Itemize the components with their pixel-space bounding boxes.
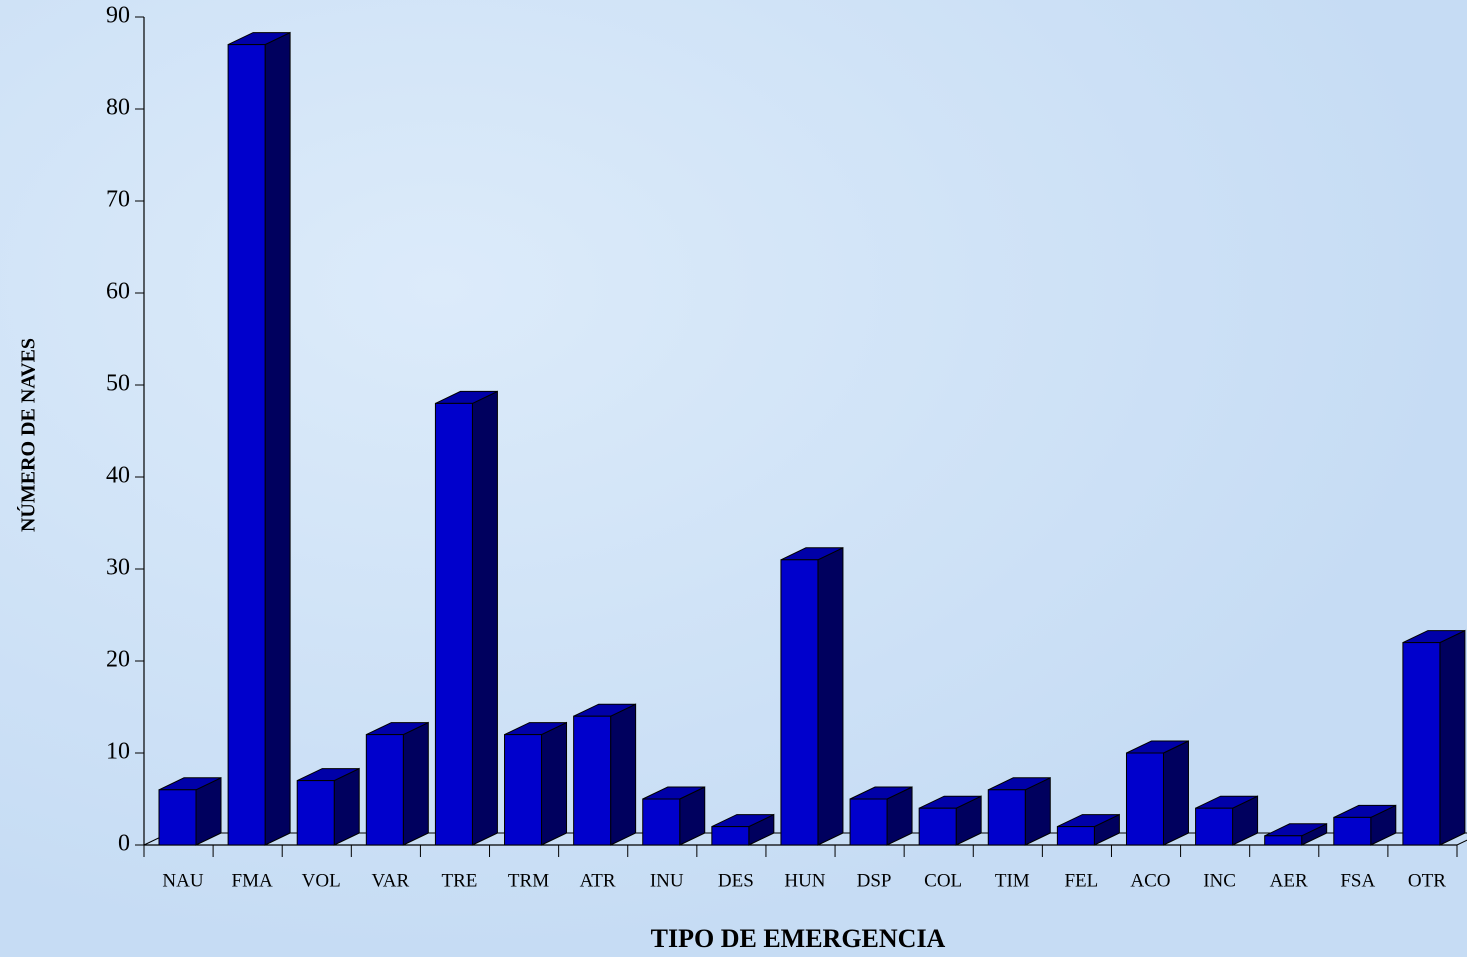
bar-side	[610, 703, 637, 846]
bar	[573, 715, 612, 846]
bar-side	[471, 390, 498, 846]
bar	[1056, 826, 1095, 846]
x-tick-label: INU	[650, 870, 684, 891]
x-tick-label: COL	[924, 870, 962, 891]
x-tick-label: FMA	[232, 870, 273, 891]
x-tick-label: HUN	[784, 870, 825, 891]
bar-side	[1439, 629, 1466, 846]
y-tick-label: 50	[106, 371, 130, 397]
bar-side	[333, 767, 360, 846]
y-tick-label: 80	[106, 95, 130, 121]
x-tick-label: VAR	[371, 870, 409, 891]
x-tick-label: TRM	[508, 870, 549, 891]
y-tick-label: 60	[106, 279, 130, 305]
bar-side	[541, 721, 568, 846]
bar	[849, 798, 888, 846]
x-tick-label: VOL	[302, 870, 341, 891]
x-tick-label: INC	[1203, 870, 1236, 891]
bar	[1402, 642, 1441, 846]
y-tick-label: 0	[118, 831, 130, 857]
y-tick-label: 70	[106, 187, 130, 213]
x-tick-label: DSP	[857, 870, 892, 891]
y-axis-title: NÚMERO DE NAVES	[16, 338, 40, 532]
bar	[504, 734, 543, 846]
x-axis-title: TIPO DE EMERGENCIA	[651, 924, 946, 953]
y-tick-label: 20	[106, 647, 130, 673]
x-tick-label: TRE	[441, 870, 477, 891]
bar	[227, 44, 266, 846]
bar	[158, 789, 197, 846]
bar	[1125, 752, 1164, 846]
bar-side	[1162, 740, 1189, 846]
y-tick-label: 10	[106, 739, 130, 765]
bar	[642, 798, 681, 846]
bar	[711, 826, 750, 846]
x-tick-label: FSA	[1340, 870, 1375, 891]
bar	[1333, 816, 1372, 846]
x-tick-label: ACO	[1130, 870, 1170, 891]
bar	[780, 559, 819, 846]
x-tick-label: TIM	[995, 870, 1030, 891]
y-tick-label: 40	[106, 463, 130, 489]
y-tick-label: 90	[106, 3, 130, 29]
bar	[1264, 835, 1303, 846]
x-tick-label: FEL	[1064, 870, 1098, 891]
x-tick-label: AER	[1270, 870, 1308, 891]
bar	[365, 734, 404, 846]
bar-side	[264, 31, 291, 846]
x-tick-label: ATR	[580, 870, 616, 891]
x-tick-label: OTR	[1408, 870, 1446, 891]
bar	[1195, 807, 1234, 846]
bar	[987, 789, 1026, 846]
bar	[918, 807, 957, 846]
bar-side	[402, 721, 429, 846]
bar	[296, 780, 335, 846]
bar-side	[817, 547, 844, 846]
x-tick-label: DES	[718, 870, 754, 891]
bar	[434, 402, 473, 846]
y-tick-label: 30	[106, 555, 130, 581]
x-tick-label: NAU	[162, 870, 203, 891]
